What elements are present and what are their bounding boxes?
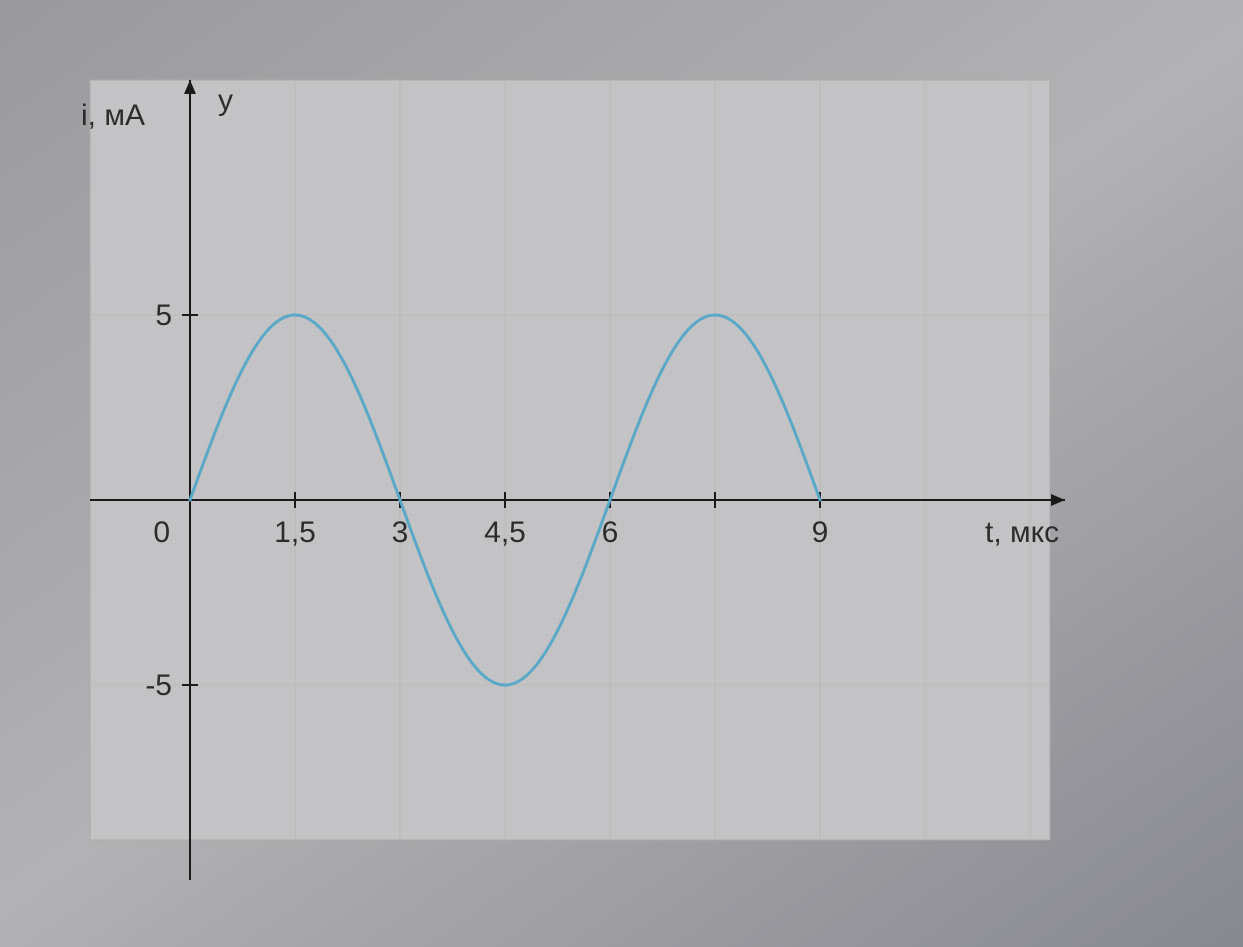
sine-chart: 0 1,5 3 4,5 6 9 5 -5 i, мА y t, мкс — [60, 60, 1080, 880]
plot-area — [90, 80, 1050, 840]
y-axis-label: i, мА — [81, 99, 145, 132]
x-axis-arrow — [1051, 494, 1065, 506]
x-tick-label: 4,5 — [484, 516, 526, 549]
chart-panel: 0 1,5 3 4,5 6 9 5 -5 i, мА y t, мкс — [60, 60, 1080, 880]
x-tick-label: 0 — [153, 516, 170, 549]
x-tick-label: 9 — [812, 516, 829, 549]
y-tick-label: -5 — [145, 669, 172, 702]
x-tick-label: 3 — [392, 516, 409, 549]
x-tick-label: 6 — [602, 516, 619, 549]
screen-frame: 0 1,5 3 4,5 6 9 5 -5 i, мА y t, мкс — [0, 0, 1243, 947]
x-axis-label: t, мкс — [985, 516, 1059, 549]
x-tick-label: 1,5 — [274, 516, 316, 549]
y-tick-label: 5 — [155, 299, 172, 332]
y-arrow-label: y — [218, 84, 233, 117]
